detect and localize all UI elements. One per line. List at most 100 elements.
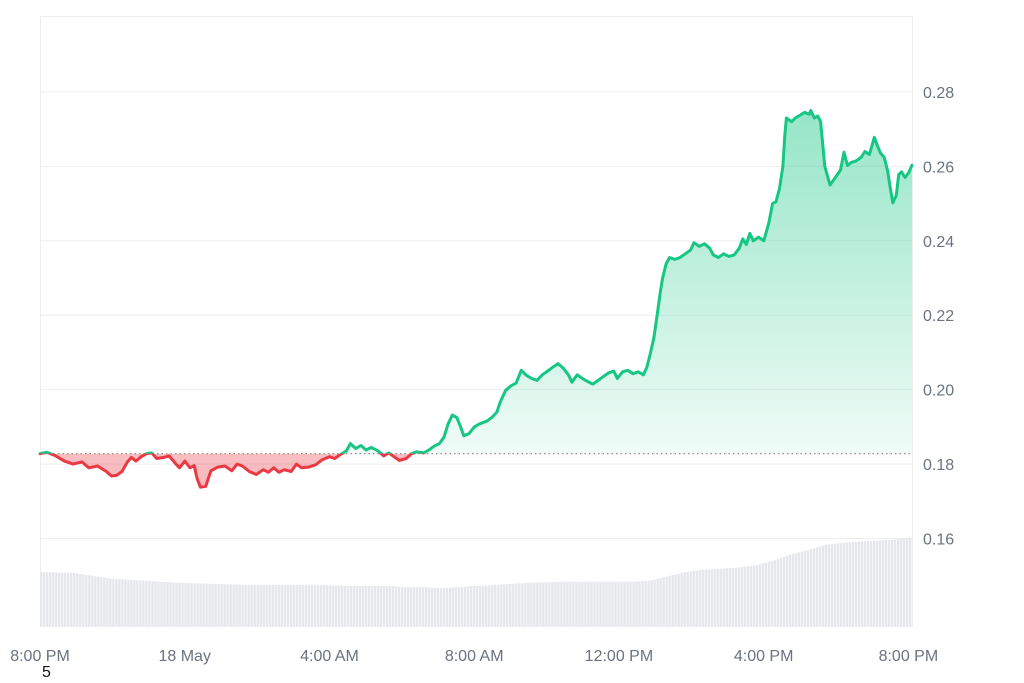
volume-bar <box>133 580 136 626</box>
volume-bar <box>265 584 268 626</box>
volume-bar <box>884 540 888 626</box>
volume-bar <box>506 584 509 626</box>
volume-bar <box>190 583 193 626</box>
volume-bar <box>433 587 437 626</box>
volume-bar <box>166 582 169 626</box>
volume-bar <box>905 537 909 626</box>
volume-bar <box>112 578 115 626</box>
volume-bar <box>259 584 262 626</box>
volume-bar <box>782 556 786 626</box>
volume-bar <box>442 587 446 626</box>
volume-bar <box>848 542 852 626</box>
volume-bar <box>382 586 386 626</box>
volume-bar <box>854 541 858 626</box>
volume-bar <box>310 584 314 626</box>
volume-bar <box>286 584 289 626</box>
price-line-up <box>38 109 914 454</box>
volume-bar <box>205 583 208 626</box>
volume-bar <box>184 582 187 626</box>
volume-bar <box>271 584 274 626</box>
volume-bar <box>872 540 876 626</box>
volume-bar <box>809 549 813 626</box>
volume-bar <box>241 584 244 626</box>
volume-bar <box>340 585 344 626</box>
volume-bar <box>749 566 753 626</box>
volume-bar <box>346 585 350 626</box>
volume-bar <box>812 548 816 626</box>
volume-bar <box>710 569 713 626</box>
volume-bar <box>301 584 305 626</box>
volume-bar <box>668 575 671 626</box>
footnote-number: 5 <box>42 664 51 681</box>
volume-bar <box>61 572 64 626</box>
volume-bar <box>536 582 539 626</box>
volume-bar <box>40 572 43 626</box>
volume-bar <box>463 586 467 626</box>
volume-bar <box>307 584 311 626</box>
volume-bar <box>55 572 58 626</box>
volume-bar <box>391 586 395 626</box>
volume-bar <box>746 566 750 626</box>
volume-bar <box>253 584 256 626</box>
volume-bar <box>485 585 488 626</box>
volume-bar <box>436 588 440 626</box>
volume-bar <box>671 575 674 626</box>
volume-bar <box>148 580 151 626</box>
volume-bar <box>839 542 843 626</box>
volume-bar <box>890 539 894 626</box>
volume-bar <box>878 540 882 626</box>
volume-bar <box>130 579 133 626</box>
volume-bar <box>500 584 503 626</box>
volume-bar <box>623 581 626 626</box>
volume-bar <box>43 572 46 626</box>
y-tick-label: 0.16 <box>923 532 954 549</box>
volume-bar <box>743 566 747 626</box>
volume-bar <box>235 584 238 626</box>
volume-bar <box>704 569 707 626</box>
volume-bar <box>842 542 846 626</box>
volume-bar <box>503 584 506 626</box>
volume-bar <box>719 568 722 626</box>
volume-bar <box>331 585 335 626</box>
volume-bar <box>857 541 861 626</box>
volume-bar <box>385 586 389 626</box>
volume-bar <box>142 580 145 626</box>
volume-bar <box>716 568 719 626</box>
volume-bar <box>100 577 103 626</box>
volume-bar <box>698 570 701 626</box>
volume-bar <box>451 587 455 626</box>
volume-bar <box>557 581 560 626</box>
volume-bar <box>605 581 608 626</box>
volume-bar <box>163 581 166 626</box>
volume-bar <box>578 581 581 626</box>
y-tick-label: 0.20 <box>923 383 954 400</box>
price-area-up <box>40 110 912 454</box>
volume-bar <box>860 541 864 626</box>
volume-bar <box>824 544 828 626</box>
volume-bar <box>875 540 879 626</box>
volume-bar <box>527 582 530 626</box>
volume-bar <box>692 570 695 626</box>
volume-bar <box>292 584 295 626</box>
volume-bar <box>232 584 235 626</box>
volume-bar <box>415 587 419 626</box>
volume-bar <box>647 580 650 626</box>
volume-bar <box>316 584 320 626</box>
volume-bar <box>650 580 653 626</box>
volume-bar <box>635 581 638 626</box>
volume-bar <box>908 537 912 626</box>
volume-bar <box>277 584 280 626</box>
volume-bar <box>412 587 416 626</box>
volume-bar <box>181 582 184 626</box>
volume-bar <box>512 583 515 626</box>
volume-bar <box>379 586 383 626</box>
x-axis-ticks: 8:00 PM 18 May 4:00 AM 8:00 AM 12:00 PM 4:00 … <box>10 648 938 665</box>
volume-bar <box>370 586 374 626</box>
volume-bar <box>539 582 542 626</box>
volume-bar <box>752 565 756 626</box>
volume-bar <box>653 579 656 626</box>
volume-bar <box>590 581 593 626</box>
volume-bar <box>641 581 644 626</box>
volume-bar <box>373 586 377 626</box>
volume-bar <box>518 583 521 626</box>
